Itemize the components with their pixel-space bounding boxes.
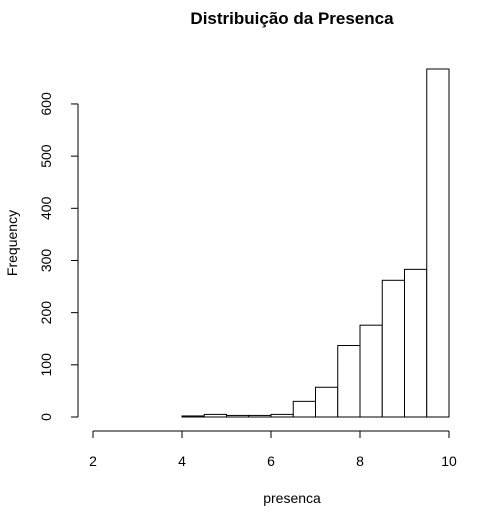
- histogram-bar: [226, 414, 250, 418]
- histogram-bar: [315, 386, 339, 418]
- histogram-bar: [337, 345, 361, 418]
- histogram-bar: [359, 324, 383, 418]
- chart-title: Distribuição da Presenca: [190, 9, 394, 28]
- y-tick-label: 500: [38, 144, 54, 168]
- y-tick-label: 400: [38, 196, 54, 220]
- histogram-bar: [404, 268, 428, 418]
- x-tick-label: 6: [267, 453, 275, 469]
- x-tick-label: 8: [356, 453, 364, 469]
- y-tick-label: 200: [38, 301, 54, 325]
- y-tick-label: 300: [38, 249, 54, 273]
- y-tick-label: 0: [38, 413, 54, 421]
- y-axis: 0 100 200 300 400 500 600: [38, 92, 79, 421]
- y-axis-label: Frequency: [4, 210, 20, 276]
- histogram-bar: [248, 414, 272, 418]
- histogram-bar: [426, 68, 450, 418]
- x-axis: 2 4 6 8 10: [89, 430, 457, 469]
- histogram-bar: [292, 400, 316, 418]
- histogram-bar: [270, 413, 294, 418]
- histogram-bar: [181, 415, 205, 418]
- histogram-bar: [381, 279, 405, 418]
- x-tick-label: 4: [178, 453, 186, 469]
- x-axis-label: presenca: [263, 490, 321, 506]
- x-tick-label: 2: [89, 453, 97, 469]
- histogram-bar: [203, 413, 227, 418]
- y-tick-label: 600: [38, 92, 54, 116]
- bars-group: [181, 68, 450, 418]
- y-tick-label: 100: [38, 353, 54, 377]
- x-tick-label: 10: [441, 453, 457, 469]
